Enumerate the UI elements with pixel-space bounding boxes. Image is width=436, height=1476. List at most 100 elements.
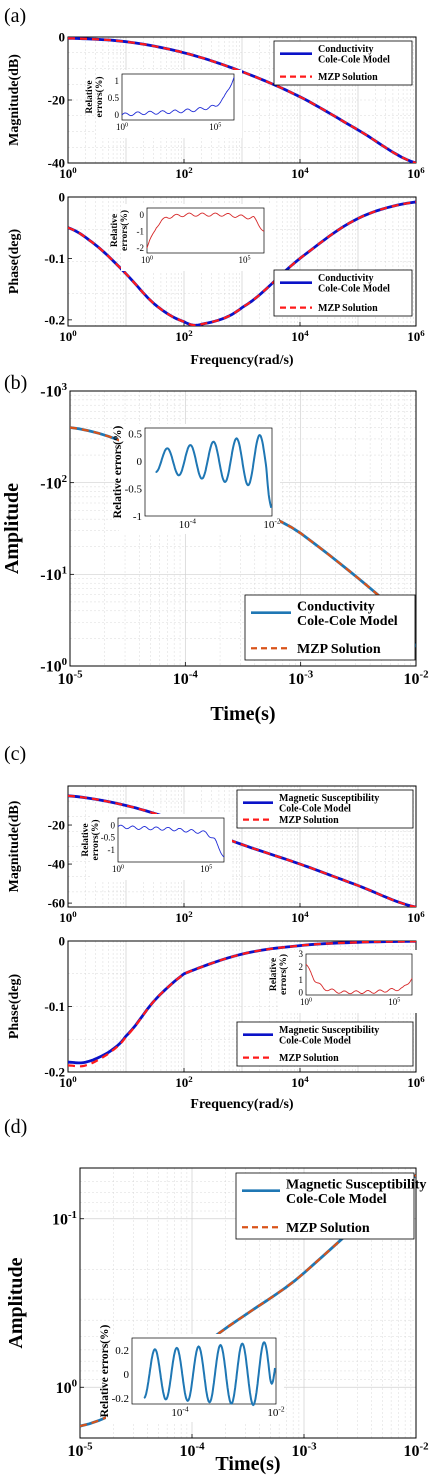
y-tick-label: -0.1 (44, 251, 65, 266)
inset-x-tick-label: 105 (209, 122, 221, 132)
inset-ylabel: Relativeerrors(%) (110, 210, 130, 251)
y-tick-label: -60 (48, 896, 65, 911)
legend-model-label: Conductivity Cole-Cole Model (318, 44, 390, 66)
series-mzp-line (68, 200, 416, 326)
inset-ylabel: Relativeerrors(%) (81, 820, 101, 861)
y-axis-label: Magnitude(dB) (7, 800, 22, 892)
inset-y-tick-label: 0 (124, 1369, 130, 1381)
inset-y-tick-label: -1 (108, 845, 116, 855)
inset-y-tick-label: 0.5 (128, 428, 142, 440)
panel-label: (b) (4, 372, 27, 394)
y-tick-label: 10-1 (52, 1209, 77, 1228)
inset-y-tick-label: 0 (140, 210, 145, 220)
y-tick-label: -20 (48, 818, 65, 833)
x-tick-label: 10-5 (67, 1441, 93, 1460)
legend-model-label: Magnetic Susceptibility Cole-Cole Model (286, 1177, 426, 1207)
y-axis-label: Magnitude(dB) (7, 54, 22, 146)
y-axis-label: Amplitude (5, 1257, 27, 1348)
inset-x-tick-label: 10-4 (171, 1405, 188, 1419)
inset-x-tick-label: 10-4 (179, 517, 196, 531)
x-tick-label: 10-2 (403, 669, 428, 688)
inset-frame (117, 817, 225, 863)
y-axis-label: Phase(deg) (7, 229, 22, 295)
y-tick-label: -40 (48, 156, 65, 171)
plot-frame (67, 785, 417, 908)
inset-frame (144, 427, 273, 517)
inset-frame (146, 207, 265, 254)
legend-model-label: Conductivity Cole-Cole Model (318, 273, 390, 295)
x-axis-label: Time(s) (215, 1453, 280, 1475)
x-tick-label: 106 (407, 909, 425, 925)
y-tick-label: 0 (59, 934, 66, 949)
y-tick-label: -100 (40, 656, 67, 675)
y-axis-label: Amplitude (1, 483, 23, 574)
series-mzp-line (68, 794, 416, 907)
inset-curve (143, 1341, 276, 1407)
legend-mzp-label: MZP Solution (279, 1053, 339, 1064)
plot-frame (69, 390, 417, 667)
x-axis-label: Frequency(rad/s) (190, 1097, 294, 1112)
y-tick-label: 0 (59, 190, 66, 205)
inset-y-tick-label: -1 (137, 226, 145, 236)
inset-y-tick-label: -0.2 (112, 1393, 129, 1405)
inset-curve (146, 212, 265, 249)
inset-y-tick-label: 3 (299, 949, 304, 959)
inset-y-tick-label: 0 (111, 820, 116, 830)
x-tick-label: 104 (291, 328, 309, 344)
inset-frame (121, 73, 235, 121)
inset-y-tick-label: 0.2 (115, 1345, 129, 1357)
x-tick-label: 10-4 (173, 669, 199, 688)
x-tick-label: 102 (175, 1074, 193, 1090)
inset-frame (305, 953, 413, 996)
legend-box (273, 269, 413, 317)
y-tick-label: -101 (40, 565, 67, 584)
inset-y-tick-label: -1 (133, 511, 142, 523)
y-tick-label: -102 (40, 473, 67, 492)
x-tick-label: 10-3 (291, 1441, 317, 1460)
plot-frame (79, 1167, 417, 1439)
x-tick-label: 100 (59, 1074, 77, 1090)
x-tick-label: 104 (291, 1074, 309, 1090)
panel-label: (c) (4, 743, 26, 765)
legend-mzp-label: MZP Solution (297, 642, 381, 657)
inset-curve (117, 824, 225, 858)
inset-x-tick-label: 100 (112, 864, 124, 874)
inset-ylabel: Relativeerrors(%) (85, 77, 105, 118)
inset-y-tick-label: 2 (299, 962, 304, 972)
y-tick-label: -0.1 (44, 999, 65, 1014)
y-tick-label: -0.2 (44, 312, 65, 327)
y-axis-label: Phase(deg) (7, 974, 22, 1040)
x-tick-label: 10-4 (179, 1441, 205, 1460)
inset-y-tick-label: 0 (137, 456, 143, 468)
y-tick-label: 0 (59, 30, 66, 45)
inset-x-tick-label: 100 (141, 255, 153, 265)
y-tick-label: -20 (48, 93, 65, 108)
inset-curve (155, 433, 273, 509)
inset-x-tick-label: 105 (200, 864, 212, 874)
x-tick-label: 106 (407, 165, 425, 181)
x-tick-label: 102 (175, 328, 193, 344)
inset-y-tick-label: -0.5 (101, 833, 116, 843)
inset-curve (121, 77, 235, 117)
inset-x-tick-label: 105 (238, 255, 250, 265)
legend-model-label: Magnetic Susceptibility Cole-Cole Model (279, 1025, 379, 1047)
x-tick-label: 104 (291, 165, 309, 181)
panel-label: (a) (4, 5, 26, 27)
chart-b-time: 10-5 10-4 10-3 10-2 -100 -101 -102 -103 10-4 10-2… (1, 372, 429, 725)
inset-x-tick-label: 105 (388, 997, 400, 1007)
inset-x-tick-label: 10-2 (267, 1405, 284, 1419)
inset-y-tick-label: -2 (137, 243, 145, 253)
chart-d-time: 10-5 10-4 10-3 10-2 100 10-1 10-4 10-2 0.2 0 -0.2R… (4, 1116, 429, 1475)
inset-y-tick-label: -0.5 (125, 483, 143, 495)
panel-label: (d) (4, 1116, 27, 1138)
y-tick-label: -40 (48, 857, 65, 872)
legend-mzp-label: MZP Solution (318, 72, 378, 83)
legend-mzp-label: MZP Solution (279, 815, 339, 826)
x-tick-label: 104 (291, 909, 309, 925)
series-mzp-line (68, 941, 416, 1068)
legend-box (273, 40, 413, 86)
